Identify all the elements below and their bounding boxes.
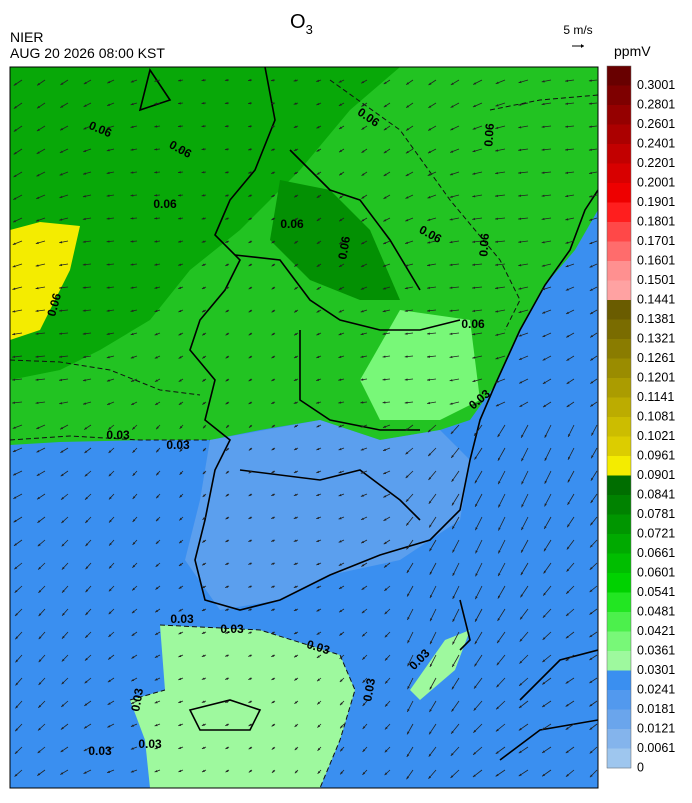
colorbar-cell bbox=[607, 710, 631, 730]
colorbar-label: 0.0121 bbox=[637, 721, 675, 735]
colorbar-cell bbox=[607, 281, 631, 301]
colorbar-cell bbox=[607, 359, 631, 379]
map-field: 0.060.060.060.060.060.060.060.060.060.06… bbox=[10, 67, 598, 788]
colorbar-cell bbox=[607, 164, 631, 184]
colorbar-label: 0.2201 bbox=[637, 156, 675, 170]
contour-label: 0.03 bbox=[106, 428, 130, 442]
colorbar-cell bbox=[607, 398, 631, 418]
colorbar-label: 0.0241 bbox=[637, 682, 675, 696]
contour-label: 0.06 bbox=[481, 122, 497, 147]
agency: NIER bbox=[10, 29, 43, 45]
contour-label: 0.03 bbox=[138, 737, 162, 751]
colorbar-cell bbox=[607, 593, 631, 613]
colorbar-cell bbox=[607, 554, 631, 574]
contour-label: 0.06 bbox=[280, 217, 304, 231]
colorbar-cell bbox=[607, 300, 631, 320]
colorbar-label: 0.1501 bbox=[637, 273, 675, 287]
colorbar-cell bbox=[607, 86, 631, 106]
colorbar-label: 0.0961 bbox=[637, 448, 675, 462]
colorbar-label: 0.0721 bbox=[637, 526, 675, 540]
colorbar-cell bbox=[607, 261, 631, 281]
colorbar-cell bbox=[607, 242, 631, 262]
colorbar-cell bbox=[607, 320, 631, 340]
colorbar-cell bbox=[607, 417, 631, 437]
contour-label: 0.06 bbox=[153, 197, 177, 211]
colorbar-cell bbox=[607, 515, 631, 535]
colorbar-label: 0.1081 bbox=[637, 409, 675, 423]
colorbar-cell bbox=[607, 612, 631, 632]
colorbar-label: 0.3001 bbox=[637, 78, 675, 92]
colorbar-label: 0.1901 bbox=[637, 195, 675, 209]
colorbar-cell bbox=[607, 125, 631, 145]
colorbar-cell bbox=[607, 378, 631, 398]
contour-label: 0.03 bbox=[220, 622, 244, 636]
contour-label: 0.03 bbox=[170, 612, 194, 626]
colorbar-label: 0.0061 bbox=[637, 741, 675, 755]
colorbar-label: 0.0481 bbox=[637, 604, 675, 618]
colorbar-label: 0.0301 bbox=[637, 663, 675, 677]
colorbar-cell bbox=[607, 183, 631, 203]
colorbar-label: 0.0661 bbox=[637, 546, 675, 560]
colorbar-label: 0.0841 bbox=[637, 487, 675, 501]
colorbar-cell bbox=[607, 749, 631, 769]
colorbar-label: 0.1141 bbox=[637, 390, 674, 404]
contour-label: 0.06 bbox=[461, 317, 485, 331]
colorbar-label: 0.2601 bbox=[637, 117, 675, 131]
colorbar-label: 0.0781 bbox=[637, 507, 675, 521]
colorbar-label: 0.1321 bbox=[637, 331, 675, 345]
colorbar-cell bbox=[607, 105, 631, 125]
contour-label: 0.03 bbox=[166, 438, 190, 452]
colorbar-label: 0.1201 bbox=[637, 370, 675, 384]
vector-scale-arrowhead bbox=[581, 44, 584, 48]
colorbar-cell bbox=[607, 144, 631, 164]
colorbar-cell bbox=[607, 632, 631, 652]
colorbar-label: 0.1601 bbox=[637, 253, 675, 267]
colorbar-label: 0.0901 bbox=[637, 468, 675, 482]
colorbar-cell bbox=[607, 339, 631, 359]
colorbar-label: 0.1261 bbox=[637, 351, 675, 365]
contour-label: 0.03 bbox=[88, 744, 112, 758]
colorbar-label: 0.2001 bbox=[637, 175, 675, 189]
colorbar-label: 0.0361 bbox=[637, 643, 675, 657]
contour-label: 0.06 bbox=[476, 232, 492, 257]
colorbar-cell bbox=[607, 203, 631, 223]
colorbar-label: 0.1021 bbox=[637, 429, 675, 443]
colorbar-label: 0 bbox=[637, 760, 644, 774]
colorbar-label: 0.1381 bbox=[637, 312, 675, 326]
colorbar-label: 0.0541 bbox=[637, 585, 675, 599]
unit: ppmV bbox=[614, 43, 651, 59]
colorbar-label: 0.1441 bbox=[637, 292, 675, 306]
colorbar-cell bbox=[607, 729, 631, 749]
colorbar-cell bbox=[607, 66, 631, 86]
colorbar-label: 0.2401 bbox=[637, 136, 675, 150]
colorbar-cell bbox=[607, 495, 631, 515]
title-main: O bbox=[290, 11, 306, 33]
colorbar: 0.3001 0.2801 0.2601 0.2401 0.2201 0.2001 0.19… bbox=[607, 66, 675, 774]
colorbar-label: 0.2801 bbox=[637, 97, 675, 111]
colorbar-cell bbox=[607, 573, 631, 593]
colorbar-label: 0.1801 bbox=[637, 214, 675, 228]
colorbar-label: 0.0601 bbox=[637, 565, 675, 579]
colorbar-label: 0.0421 bbox=[637, 624, 675, 638]
colorbar-cell bbox=[607, 476, 631, 496]
colorbar-cell bbox=[607, 437, 631, 457]
colorbar-cell bbox=[607, 456, 631, 476]
colorbar-cell bbox=[607, 671, 631, 691]
colorbar-cell bbox=[607, 690, 631, 710]
colorbar-label: 0.1701 bbox=[637, 234, 675, 248]
title-subscript: 3 bbox=[306, 22, 313, 37]
colorbar-cell bbox=[607, 222, 631, 242]
vector-scale: 5 m/s bbox=[563, 23, 592, 37]
colorbar-cell bbox=[607, 651, 631, 671]
colorbar-label: 0.0181 bbox=[637, 702, 675, 716]
map-title: O3 bbox=[290, 11, 313, 37]
colorbar-cell bbox=[607, 534, 631, 554]
datetime: AUG 20 2026 08:00 KST bbox=[10, 45, 165, 61]
